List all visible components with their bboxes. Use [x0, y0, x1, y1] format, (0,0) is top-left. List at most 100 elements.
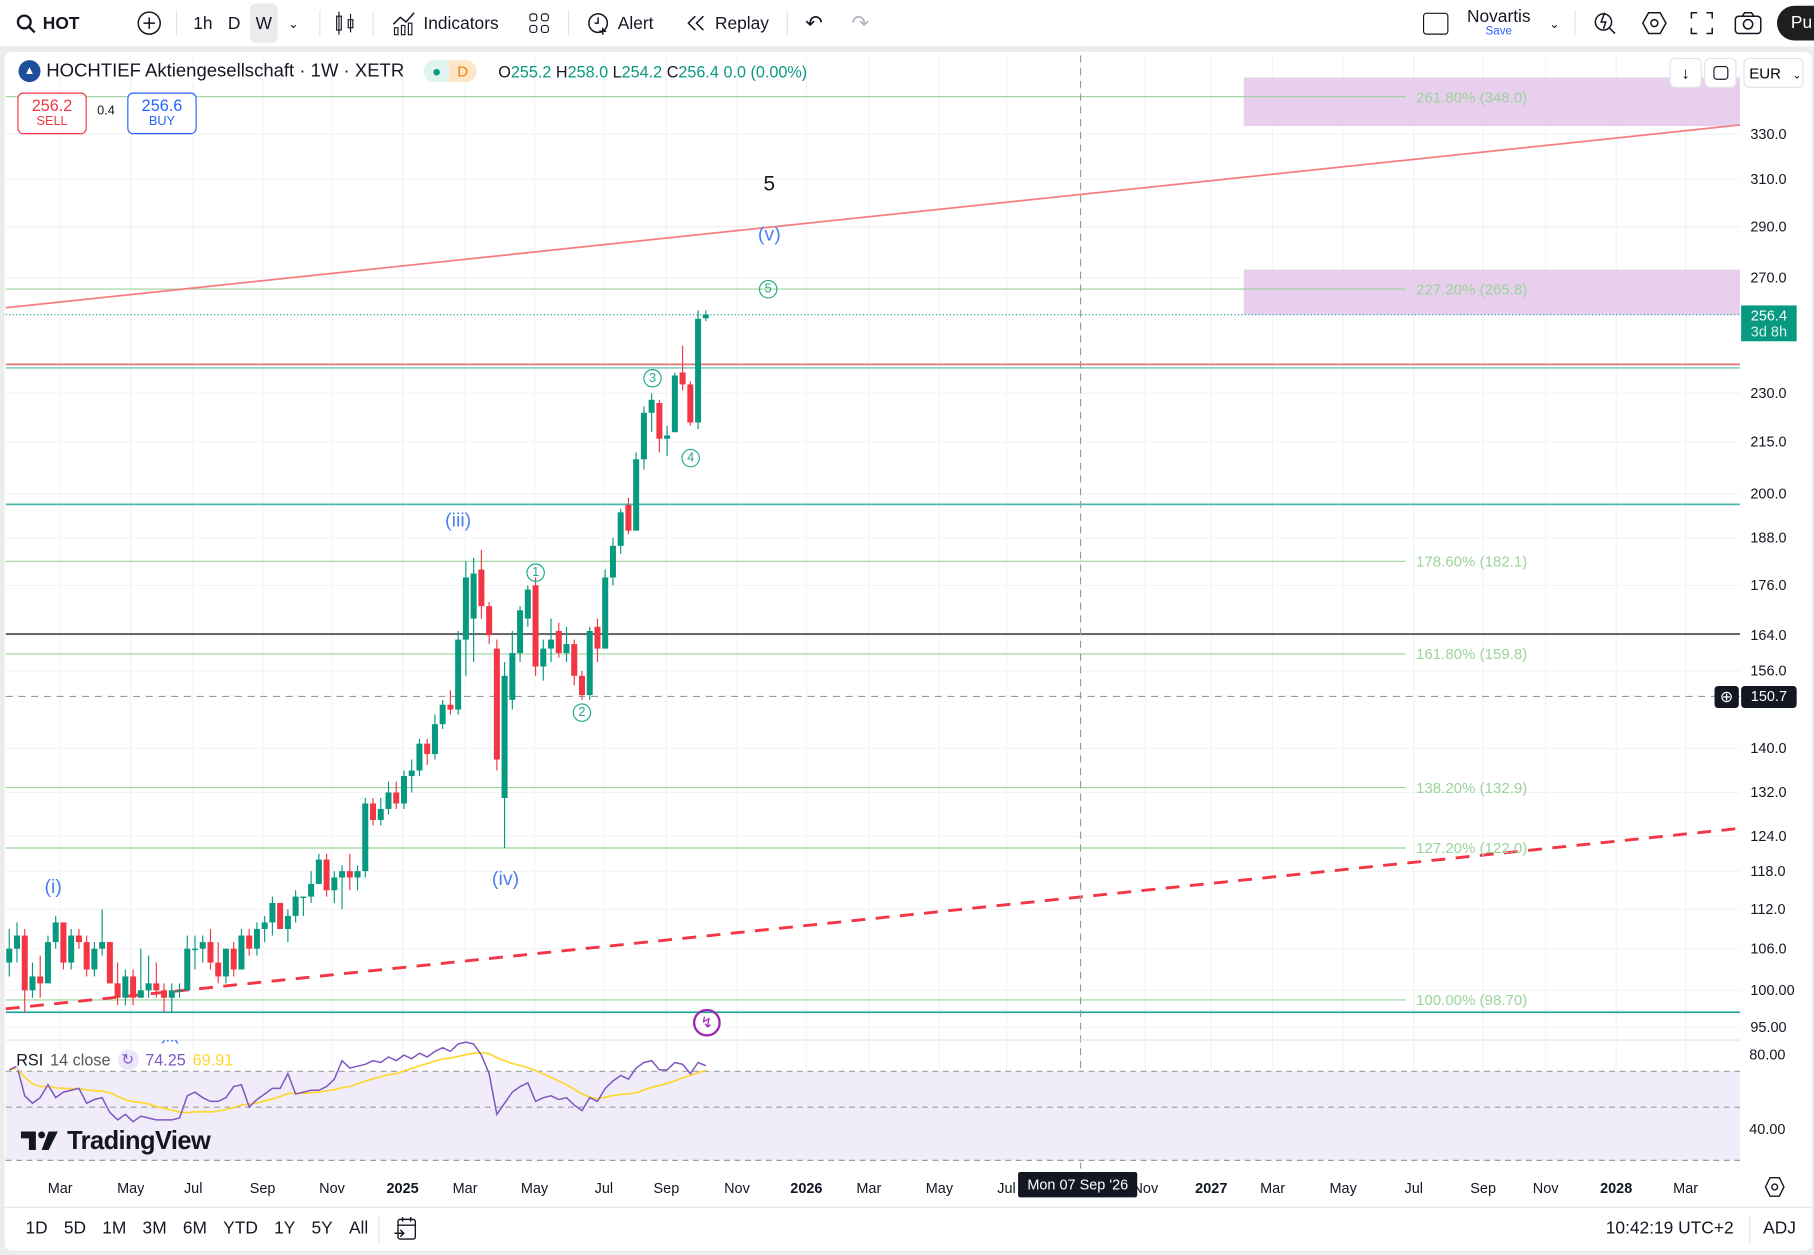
adjust-data-toggle[interactable]: ADJ [1763, 1218, 1796, 1238]
quick-search-button[interactable] [1592, 9, 1620, 37]
sell-button[interactable]: 256.2 SELL [17, 92, 87, 135]
candle-body [501, 675, 508, 798]
symbol-search-button[interactable]: HOT [16, 9, 79, 37]
interval-d[interactable]: D [228, 9, 241, 37]
candle [315, 853, 322, 884]
wave-circle-1[interactable]: 1 [526, 563, 545, 582]
chart-type-button[interactable] [333, 9, 356, 37]
events-lightning-icon[interactable]: ↯ [692, 1008, 721, 1037]
symbol-title[interactable]: HOCHTIEF Aktiengesellschaft · 1W · XETR [46, 60, 405, 81]
tradingview-logo[interactable]: TradingView [20, 1126, 211, 1156]
candle [68, 928, 75, 970]
range-all[interactable]: All [348, 1218, 369, 1238]
candle-body [284, 915, 291, 929]
compare-symbol-button[interactable] [137, 9, 162, 37]
candle [161, 983, 168, 1013]
layout-dropdown[interactable]: ⌄ [1549, 9, 1560, 37]
candle [114, 962, 121, 1006]
undo-button[interactable]: ↶ [805, 9, 822, 37]
candle-body [640, 412, 647, 460]
settings-button[interactable] [1640, 9, 1668, 37]
range-5y[interactable]: 5Y [311, 1218, 333, 1238]
range-3m[interactable]: 3M [142, 1218, 167, 1238]
redo-button[interactable]: ↷ [851, 9, 868, 37]
wave-label-v[interactable]: (v) [757, 223, 781, 246]
buy-button[interactable]: 256.6 BUY [127, 92, 197, 135]
candle-body [462, 577, 469, 640]
refresh-icon[interactable]: ↻ [117, 1049, 139, 1071]
candle [640, 406, 647, 470]
indicators-button[interactable]: Indicators [391, 9, 499, 37]
currency-select[interactable]: EUR ⌄ [1743, 57, 1804, 88]
scroll-down-button[interactable]: ↓ [1669, 57, 1702, 88]
fib-level-label[interactable]: 227.20% (265.8) [1416, 280, 1528, 298]
interval-w-active[interactable]: W [249, 3, 278, 43]
candle [168, 983, 175, 1013]
candle [153, 962, 160, 998]
wave-label-iv[interactable]: (iv) [491, 867, 520, 890]
publish-button[interactable]: Pu [1776, 5, 1814, 41]
chart-pane[interactable] [4, 52, 1812, 1251]
save-link[interactable]: Save [1485, 25, 1512, 39]
interval-dropdown[interactable]: ⌄ [288, 9, 299, 37]
price-axis-label: 118.0 [1750, 863, 1786, 880]
candle [6, 928, 13, 977]
candle [555, 622, 562, 658]
candle [493, 639, 500, 771]
wave-label-ii[interactable]: (ii) [159, 1037, 181, 1044]
sell-label: SELL [36, 114, 68, 129]
wave-label-iii[interactable]: (iii) [445, 509, 472, 532]
plus-circle-icon [137, 11, 161, 35]
range-6m[interactable]: 6M [182, 1218, 207, 1238]
rsi-legend[interactable]: RSI 14 close ↻ 74.25 69.91 [16, 1049, 234, 1071]
candle-body [455, 639, 462, 710]
candle-body [594, 626, 601, 649]
candle-body [292, 896, 299, 916]
wave-label-i[interactable]: (i) [44, 875, 62, 898]
layout-toggle[interactable] [1422, 9, 1449, 37]
wave-circle-4[interactable]: 4 [681, 448, 700, 468]
candle [184, 935, 191, 991]
fib-level-label[interactable]: 127.20% (122.0) [1416, 839, 1528, 857]
fib-level-label[interactable]: 161.80% (159.8) [1416, 645, 1528, 663]
wave-circle-3[interactable]: 3 [643, 369, 662, 388]
replay-button[interactable]: Replay [685, 9, 769, 37]
candle [578, 671, 585, 700]
layout-name-button[interactable]: Novartis Save [1467, 7, 1531, 38]
snapshot-button[interactable] [1733, 9, 1763, 37]
wave-label-5[interactable]: 5 [763, 171, 776, 195]
fib-level-label[interactable]: 178.60% (182.1) [1416, 552, 1528, 570]
wave-circle-5[interactable]: 5 [758, 279, 778, 299]
clock[interactable]: 10:42:19 UTC+2 [1605, 1218, 1734, 1238]
candle-body [222, 948, 229, 977]
wave-circle-2[interactable]: 2 [572, 703, 592, 722]
candle-body [75, 935, 82, 943]
range-5d[interactable]: 5D [63, 1218, 87, 1238]
price-axis-label: 200.0 [1750, 485, 1787, 503]
candle-body [486, 606, 493, 636]
alert-button[interactable]: Alert [585, 9, 653, 37]
range-1y[interactable]: 1Y [274, 1218, 296, 1238]
range-1d[interactable]: 1D [25, 1218, 48, 1238]
maximize-pane-button[interactable] [1704, 57, 1737, 88]
range-ytd[interactable]: YTD [223, 1218, 258, 1238]
price-axis-label: 132.0 [1750, 784, 1787, 801]
range-1m[interactable]: 1M [102, 1218, 127, 1238]
candle [509, 630, 516, 710]
market-status-badge[interactable]: ● D [423, 60, 477, 83]
candle [656, 399, 663, 453]
interval-1h[interactable]: 1h [193, 9, 212, 37]
fib-level-label[interactable]: 100.00% (98.70) [1416, 991, 1528, 1009]
candle-body [191, 948, 199, 951]
fullscreen-button[interactable] [1689, 9, 1714, 37]
candle [455, 630, 462, 715]
add-alert-plus-button[interactable]: ⊕ [1714, 686, 1739, 709]
go-to-date-button[interactable] [393, 1215, 418, 1249]
candle-body [83, 942, 90, 970]
axis-settings-button[interactable] [1763, 1175, 1786, 1204]
fib-level-label[interactable]: 261.80% (348.0) [1416, 88, 1528, 106]
fib-level-label[interactable]: 138.20% (132.9) [1416, 778, 1528, 797]
candle-body [385, 792, 392, 809]
templates-button[interactable] [528, 9, 551, 37]
